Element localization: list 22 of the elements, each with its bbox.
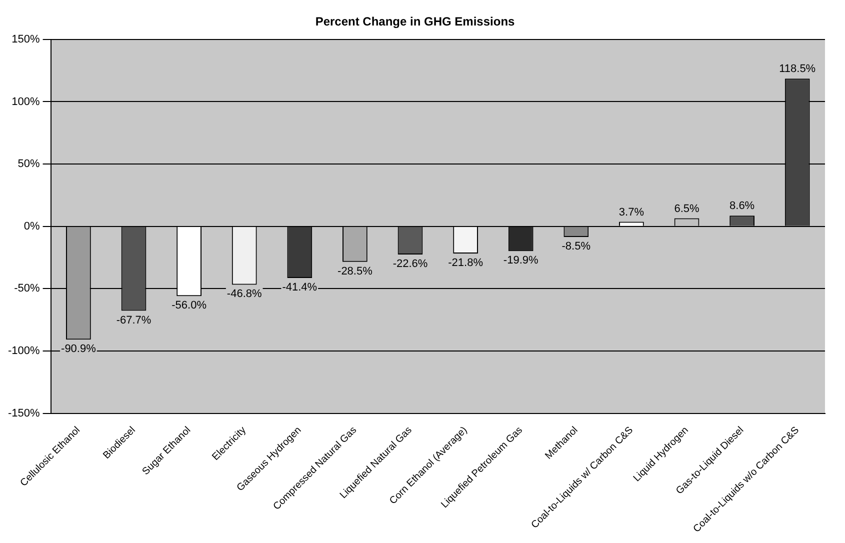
- data-label: -28.5%: [338, 265, 373, 278]
- data-label: 3.7%: [618, 206, 644, 218]
- data-label: -67.7%: [116, 314, 152, 326]
- data-label: -90.9%: [61, 343, 96, 356]
- data-label: -22.6%: [392, 258, 428, 270]
- data-label: 8.6%: [730, 200, 755, 212]
- y-tick-label: 0%: [24, 220, 40, 232]
- data-label: 6.5%: [674, 202, 700, 215]
- y-tick-label: -50%: [14, 282, 40, 295]
- y-tick-label: -100%: [8, 345, 40, 358]
- data-label: -21.8%: [448, 257, 484, 270]
- data-label: -56.0%: [172, 300, 207, 312]
- data-label: -8.5%: [562, 240, 591, 252]
- data-label: 118.5%: [779, 63, 816, 76]
- y-tick-label: 50%: [18, 158, 40, 170]
- data-label: -41.4%: [282, 282, 318, 294]
- y-tick-label: 150%: [12, 33, 40, 46]
- y-tick-label: -150%: [8, 407, 40, 420]
- data-label: -19.9%: [503, 254, 538, 267]
- chart-title: Percent Change in GHG Emissions: [315, 14, 516, 29]
- y-tick-label: 100%: [12, 96, 40, 108]
- data-label: -46.8%: [226, 288, 262, 300]
